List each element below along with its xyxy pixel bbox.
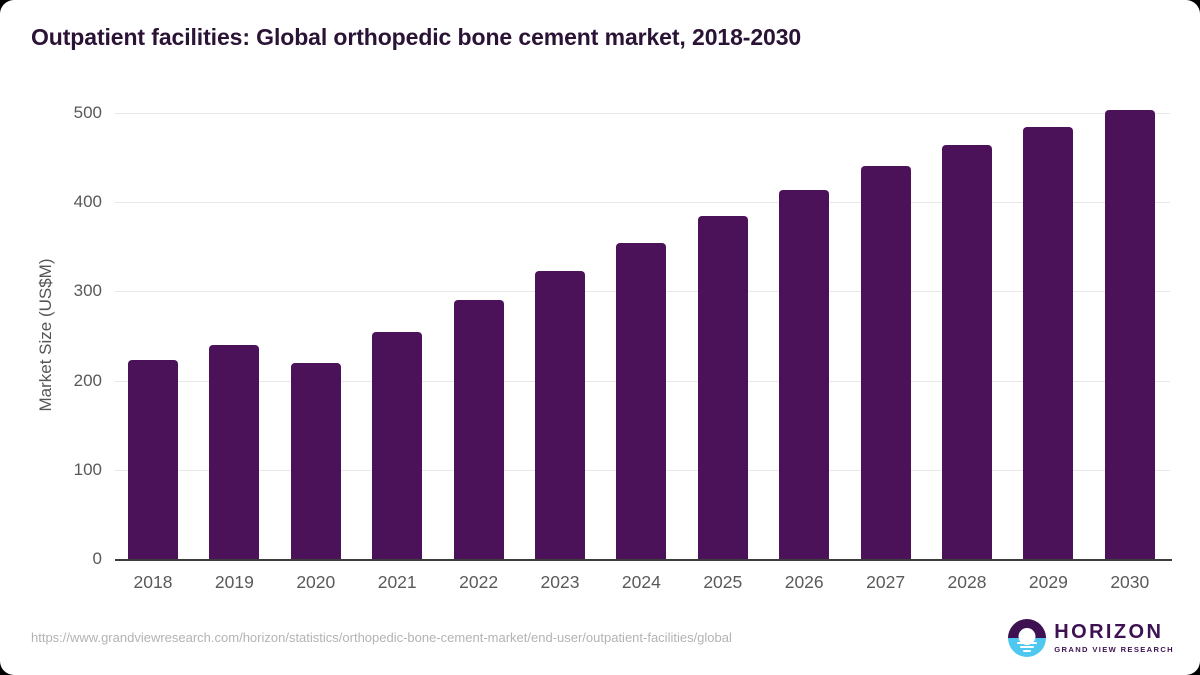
- horizon-logo[interactable]: HORIZON GRAND VIEW RESEARCH: [1008, 617, 1174, 659]
- x-axis-tick-label: 2028: [947, 572, 987, 592]
- x-axis-tick-label: 2020: [296, 572, 336, 592]
- y-axis-tick-label: 500: [73, 103, 102, 122]
- bar[interactable]: [372, 331, 423, 559]
- bar[interactable]: [209, 344, 260, 559]
- y-axis-tick-label: 400: [73, 192, 102, 212]
- bar[interactable]: [290, 362, 341, 559]
- x-axis-tick-label: 2026: [784, 572, 824, 592]
- bar[interactable]: [1104, 110, 1155, 559]
- x-axis-tick-label: 2018: [133, 572, 173, 592]
- sun-dome-shape: [1018, 628, 1036, 645]
- bar[interactable]: [535, 270, 585, 559]
- bar[interactable]: [1023, 127, 1074, 559]
- x-axis-tick-label: 2027: [866, 572, 906, 592]
- sun-ray-2: [1020, 646, 1035, 648]
- horizon-sun-icon: [1008, 619, 1047, 657]
- gridline: [115, 202, 1170, 204]
- gridline: [115, 113, 1170, 114]
- source-url[interactable]: https://www.grandviewresearch.com/horizo…: [31, 630, 732, 645]
- x-axis-tick-label: 2030: [1110, 572, 1150, 592]
- y-axis-tick-label: 200: [73, 370, 102, 390]
- chart-title: Outpatient facilities: Global orthopedic…: [31, 24, 802, 50]
- x-axis-tick-label: 2024: [621, 572, 661, 592]
- logo-wordmark: HORIZON GRAND VIEW RESEARCH: [1054, 622, 1174, 654]
- bar[interactable]: [942, 145, 992, 559]
- bar[interactable]: [697, 216, 748, 559]
- logo-tagline: GRAND VIEW RESEARCH: [1054, 645, 1174, 655]
- bar[interactable]: [128, 360, 178, 559]
- logo-name: HORIZON: [1054, 621, 1164, 644]
- x-axis-tick-label: 2021: [377, 572, 417, 592]
- bar[interactable]: [779, 189, 830, 559]
- y-axis-tick-label: 300: [73, 281, 102, 301]
- y-axis-tick-label: 100: [73, 459, 102, 479]
- bar[interactable]: [616, 243, 667, 559]
- x-axis-tick-label: 2025: [703, 572, 743, 592]
- x-axis-line: [115, 559, 1172, 561]
- bar[interactable]: [453, 300, 504, 559]
- x-axis-tick-label: 2019: [214, 572, 254, 592]
- x-axis-tick-label: 2023: [540, 572, 580, 592]
- y-axis-tick-label: 0: [92, 549, 102, 568]
- x-axis-tick-label: 2022: [459, 572, 499, 592]
- bar[interactable]: [860, 165, 911, 559]
- sun-ray-1: [1017, 642, 1038, 644]
- x-axis-tick-label: 2029: [1028, 572, 1068, 592]
- sun-ray-3: [1023, 650, 1032, 652]
